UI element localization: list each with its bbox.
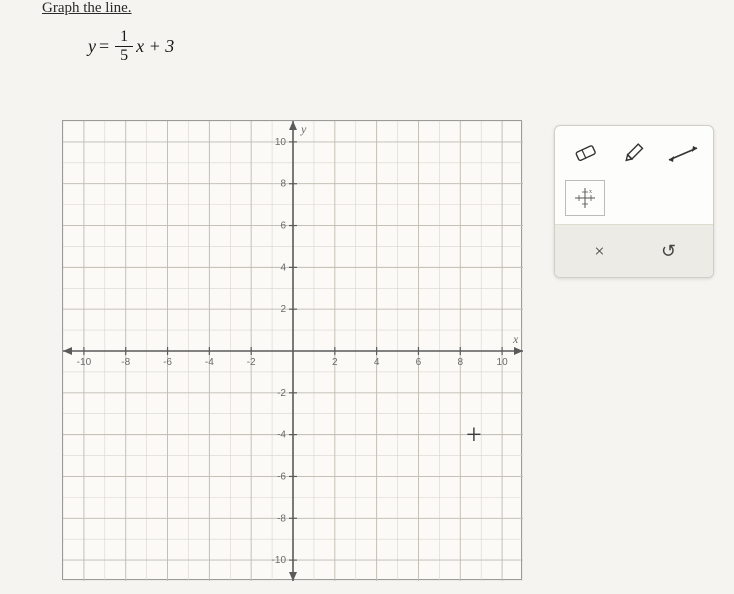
svg-text:-8: -8	[277, 513, 286, 524]
clear-button[interactable]: ×	[575, 235, 625, 267]
instruction-underline: Graph the line.	[42, 0, 132, 16]
graph-area[interactable]: -10-8-6-4-2246810-10-8-6-4-2246810xy	[62, 120, 522, 580]
eraser-tool[interactable]	[565, 136, 605, 172]
svg-text:-8: -8	[121, 357, 130, 368]
undo-icon: ↺	[661, 241, 676, 262]
undo-button[interactable]: ↺	[644, 235, 694, 267]
svg-text:x: x	[512, 332, 519, 346]
svg-text:-10: -10	[77, 357, 92, 368]
eq-frac-num: 1	[115, 28, 133, 47]
svg-text:4: 4	[374, 357, 380, 368]
svg-text:x: x	[589, 189, 592, 195]
eq-lhs: y	[88, 36, 96, 57]
line-tool[interactable]	[663, 136, 703, 172]
instruction-text: Graph the line.	[42, 0, 132, 17]
eq-fraction: 1 5	[115, 28, 133, 65]
tool-row-2: x	[565, 180, 703, 216]
svg-text:6: 6	[280, 221, 286, 232]
close-icon: ×	[594, 241, 604, 262]
svg-text:8: 8	[457, 357, 463, 368]
line-icon	[667, 144, 699, 164]
svg-text:4: 4	[280, 262, 286, 273]
tool-row-actions: × ↺	[555, 224, 713, 277]
svg-text:-10: -10	[272, 555, 287, 566]
pencil-tool[interactable]	[614, 136, 654, 172]
svg-text:2: 2	[280, 304, 286, 315]
svg-text:2: 2	[332, 357, 338, 368]
eq-eq: =	[99, 36, 109, 57]
svg-text:-2: -2	[247, 357, 256, 368]
svg-text:-6: -6	[163, 357, 172, 368]
svg-text:10: 10	[275, 137, 287, 148]
pencil-icon	[620, 142, 648, 166]
tool-row-1	[565, 136, 703, 172]
eraser-icon	[571, 143, 599, 165]
svg-text:y: y	[300, 122, 307, 136]
svg-text:-6: -6	[277, 471, 286, 482]
svg-text:-4: -4	[277, 430, 286, 441]
equation: y = 1 5 x + 3	[88, 28, 174, 65]
graph-svg: -10-8-6-4-2246810-10-8-6-4-2246810xy	[63, 121, 523, 581]
svg-text:6: 6	[416, 357, 422, 368]
svg-text:-2: -2	[277, 388, 286, 399]
svg-text:8: 8	[280, 179, 286, 190]
svg-text:10: 10	[497, 357, 509, 368]
tool-panel: x × ↺	[554, 125, 714, 278]
svg-text:-4: -4	[205, 357, 214, 368]
point-grid-tool[interactable]: x	[565, 180, 605, 216]
eq-rhs: x + 3	[136, 36, 174, 57]
point-grid-icon: x	[572, 185, 598, 211]
eq-frac-den: 5	[115, 47, 133, 65]
